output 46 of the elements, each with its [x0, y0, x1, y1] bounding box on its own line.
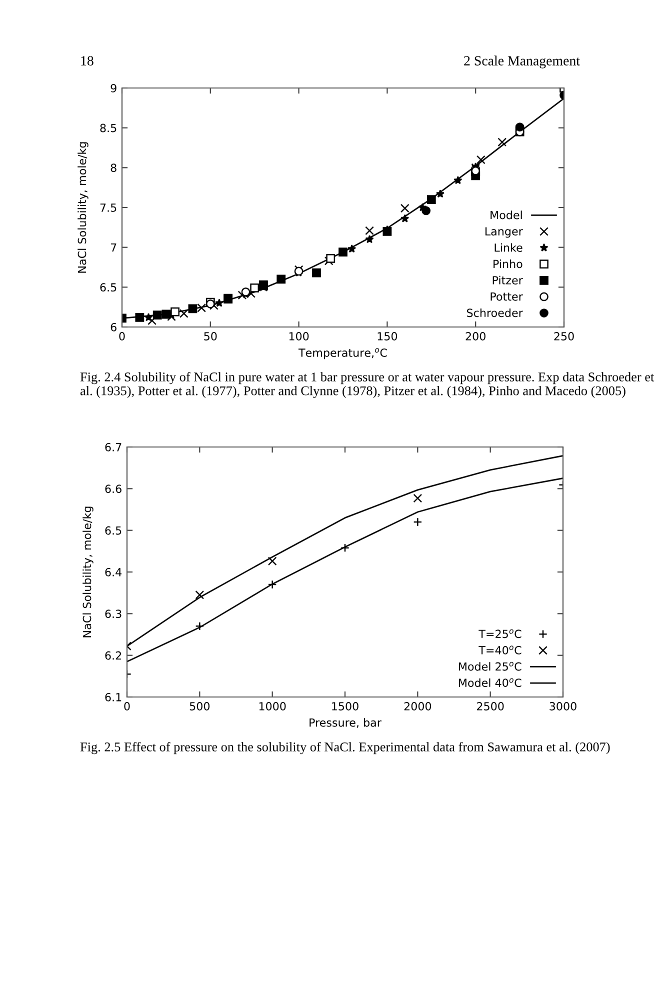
y-tick-label: 6.7 [105, 442, 122, 452]
x-tick-label: 200 [466, 332, 486, 340]
legend-label: T=25$^{o}$C [478, 629, 522, 638]
legend-label: Pinho [494, 260, 522, 268]
x-tick-label: 1000 [259, 702, 286, 710]
legend-label: Pitzer [492, 276, 523, 284]
x-tick-label: 1500 [332, 702, 358, 710]
x-tick-label: 150 [378, 332, 398, 340]
x-tick-label: 250 [554, 332, 574, 340]
y-tick-label: 6.4 [105, 568, 122, 576]
y-tick-label: 6.2 [105, 651, 122, 660]
x-axis-title: Pressure, bar [310, 718, 382, 728]
y-tick-label: 7 [110, 243, 116, 252]
legend-label: T=40$^{o}$C [478, 646, 522, 654]
y-tick-label: 6.5 [100, 283, 116, 292]
legend-label: Linke [494, 243, 522, 252]
caption: Fig. 2.5 Effect of pressure on the solubility of NaCl. Experimental data from Sawamura et al. (2007) [80, 742, 610, 754]
x-tick-label: 500 [190, 702, 210, 710]
y-tick-label: 6.1 [105, 692, 122, 702]
legend-label: Langer [485, 227, 523, 238]
x-axis-title: Temperature,$^{o}$C [298, 348, 387, 360]
legend-label: Potter [490, 292, 523, 301]
y-tick-label: 8.5 [100, 124, 116, 132]
x-tick-label: 0 [124, 702, 130, 710]
text: 2 Scale Management [464, 56, 580, 68]
y-tick-label: 7.5 [100, 204, 116, 212]
y-tick-label: 8 [110, 164, 116, 172]
y-tick-label: 6 [110, 322, 116, 332]
y-axis-title: NaCl Solubility, mole/kg [78, 142, 88, 273]
legend-label: Model [490, 210, 522, 220]
x-tick-label: 2500 [477, 702, 504, 710]
y-axis-title: NaCl Solubility, mole/kg [82, 506, 94, 638]
x-tick-label: 100 [289, 332, 309, 340]
caption: Fig. 2.4 Solubility of NaCl in pure water at 1 bar pressure or at water vapour pressure. Exp data Schroeder et al. (1935), Potter et al. (1977), Potter and Clynne (1978), Pitzer et al. (1984), Pinho and Macedo (2005) [80, 372, 654, 398]
x-tick-label: 2000 [404, 702, 432, 710]
x-tick-label: 0 [119, 332, 125, 340]
legend-label: Schroeder [467, 308, 523, 318]
legend-label: Model 25$^{o}$C [458, 662, 522, 671]
y-tick-label: 6.5 [105, 526, 122, 535]
text: 18 [81, 56, 94, 66]
legend-label: Model 40$^{o}$C [458, 678, 522, 688]
y-tick-label: 6.6 [105, 484, 122, 494]
y-tick-label: 9 [110, 84, 116, 92]
x-tick-label: 3000 [550, 702, 576, 710]
y-tick-label: 6.3 [105, 610, 122, 618]
x-tick-label: 50 [204, 332, 217, 340]
